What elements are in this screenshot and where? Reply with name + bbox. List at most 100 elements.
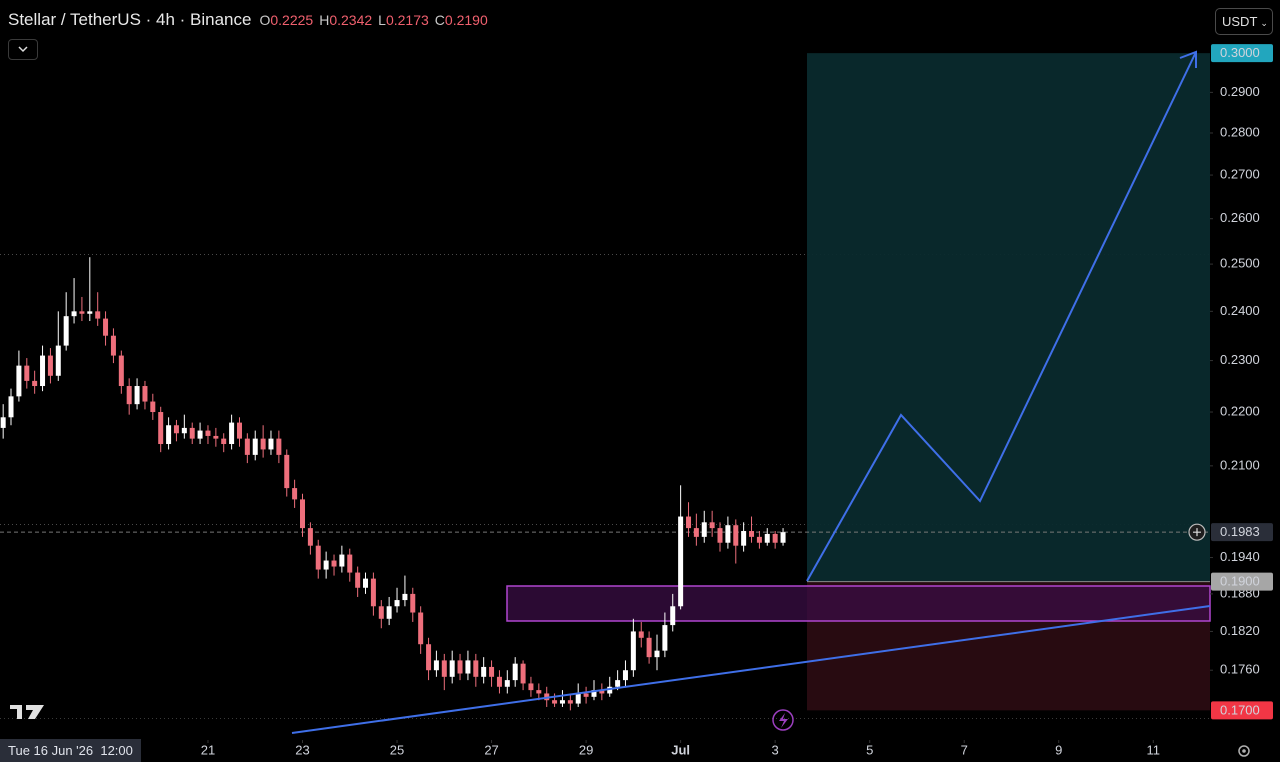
ohlc-key: C (434, 12, 445, 28)
x-tick-label: 5 (866, 742, 873, 757)
candle-body (496, 676, 502, 687)
candle-body (134, 386, 140, 405)
candle-body (158, 412, 164, 445)
candle-body (173, 425, 179, 434)
candle-body (339, 554, 345, 567)
x-tick-label: 21 (201, 742, 215, 757)
x-tick-label: 9 (1055, 742, 1062, 757)
candle-body (583, 693, 589, 697)
ohlc-value: 0.2173 (385, 12, 429, 28)
candle-body (268, 438, 274, 450)
y-tick-label: 0.2300 (1220, 352, 1260, 367)
candle-body (426, 644, 432, 671)
ohlc-key: O (259, 12, 271, 28)
y-tick-label: 0.2800 (1220, 124, 1260, 139)
candle-body (87, 311, 93, 314)
candle-body (331, 560, 337, 567)
candle-body (709, 522, 715, 529)
candle-body (630, 631, 636, 671)
candle-body (24, 365, 30, 381)
symbol-title: Stellar / TetherUS · 4h · Binance (8, 10, 252, 29)
stop-label: 0.1700 (1220, 702, 1260, 717)
candle-body (252, 438, 258, 455)
candle-body (512, 663, 518, 681)
drawings-layer (10, 50, 1250, 757)
candle-body (292, 488, 298, 500)
logo (10, 705, 44, 719)
candle-body (181, 427, 187, 434)
candle-body (63, 316, 69, 346)
candle-body (118, 355, 124, 387)
candle-body (449, 660, 455, 677)
candle-body (772, 533, 778, 543)
x-tick-label: 23 (295, 742, 309, 757)
candle-body (701, 522, 707, 537)
projection-arrowhead (1179, 50, 1197, 68)
candle-body (55, 345, 61, 376)
candle-body (622, 670, 628, 681)
candle-body (504, 680, 510, 687)
collapse-button[interactable] (8, 39, 38, 60)
candle-body (166, 425, 172, 445)
candle-body (71, 311, 77, 317)
candle-body (284, 454, 290, 489)
demand-zone (506, 585, 1211, 622)
currency-button[interactable]: USDT ⌄ (1215, 8, 1273, 35)
y-tick-label: 0.1760 (1220, 662, 1260, 677)
ohlc-value: 0.2342 (329, 12, 373, 28)
candle-body (599, 690, 605, 694)
x-tick-label: 27 (484, 742, 498, 757)
entry-label: 0.1900 (1220, 574, 1260, 589)
y-tick-label: 0.2400 (1220, 303, 1260, 318)
candle-body (16, 365, 22, 397)
candle-body (79, 311, 85, 314)
y-tick-label: 0.2200 (1220, 403, 1260, 418)
candle-body (654, 650, 660, 658)
x-tick-label: 29 (579, 742, 593, 757)
x-tick-label: 3 (772, 742, 779, 757)
alert-icon[interactable] (772, 709, 794, 731)
candle-body (347, 554, 353, 573)
y-tick-label: 0.2700 (1220, 166, 1260, 181)
candle-body (110, 335, 116, 356)
candle-body (0, 417, 6, 428)
ohlc-values: O0.2225 H0.2342 L0.2173 C0.2190 (259, 12, 487, 28)
candle-body (40, 355, 46, 387)
candle-body (244, 438, 250, 455)
candle-body (197, 430, 203, 439)
candle-body (205, 430, 211, 436)
candle-body (552, 700, 558, 704)
candle-body (481, 666, 487, 677)
ohlc-value: 0.2190 (444, 12, 488, 28)
candle-body (189, 427, 195, 439)
candle-body (95, 311, 101, 319)
target-label: 0.3000 (1220, 45, 1260, 60)
candle-body (142, 386, 148, 402)
candle-body (536, 690, 542, 694)
symbol-header: Stellar / TetherUS · 4h · Binance O0.222… (8, 10, 488, 30)
candle-body (402, 593, 408, 601)
candle-body (378, 606, 384, 619)
dropdown-caret: ⌄ (1260, 18, 1268, 28)
candle-body (646, 637, 652, 658)
candle-body (433, 660, 439, 671)
candle-body (213, 435, 219, 439)
candles-layer (0, 257, 786, 711)
candle-body (307, 528, 313, 546)
candle-body (418, 612, 424, 645)
candle-body (575, 693, 581, 704)
candle-body (465, 660, 471, 674)
candle-body (236, 422, 242, 439)
x-tick-label: 25 (390, 742, 404, 757)
candle-body (150, 401, 156, 413)
candle-body (567, 700, 573, 704)
profit-zone (807, 53, 1210, 582)
candle-body (441, 660, 447, 677)
x-tick-label: 11 (1147, 742, 1161, 757)
candle-body (559, 700, 565, 704)
candle-body (749, 531, 755, 537)
settings-icon[interactable] (1238, 745, 1250, 757)
stop-badge (1211, 701, 1273, 720)
candle-body (323, 560, 329, 570)
